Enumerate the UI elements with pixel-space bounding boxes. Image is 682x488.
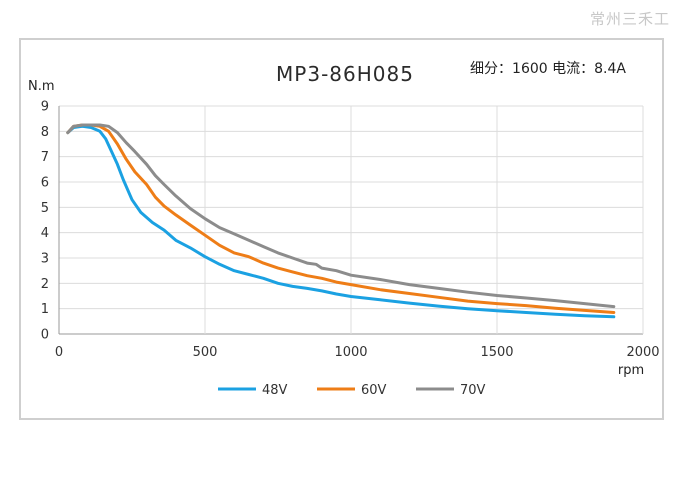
legend-label-60v: 60V	[361, 383, 387, 398]
y-tick-label: 6	[41, 176, 49, 191]
y-tick-label: 9	[41, 100, 49, 115]
series-line-70v	[66, 123, 616, 309]
x-tick-label: 500	[193, 345, 218, 360]
chart-subtitle: 细分：1600 电流：8.4A	[470, 61, 626, 77]
x-tick-label: 0	[55, 345, 63, 360]
watermark-text: 常州三禾工	[589, 10, 670, 28]
y-axis-label: N.m	[28, 79, 55, 94]
y-tick-label: 0	[41, 328, 49, 343]
y-tick-label: 7	[41, 150, 49, 165]
y-tick-label: 4	[41, 226, 49, 241]
x-axis-label: rpm	[618, 363, 644, 378]
y-tick-label: 8	[41, 125, 49, 140]
x-tick-label: 2000	[626, 345, 659, 360]
series-line-48v	[66, 124, 616, 319]
legend: 48V 60V 70V	[218, 383, 486, 398]
chart-frame	[19, 38, 664, 420]
x-tick-label: 1000	[334, 345, 367, 360]
series-line-60v	[66, 123, 616, 314]
y-tick-label: 2	[41, 277, 49, 292]
legend-label-70v: 70V	[460, 383, 486, 398]
series-lines	[66, 123, 616, 319]
y-tick-label: 3	[41, 252, 49, 267]
y-tick-label: 5	[41, 201, 49, 216]
legend-label-48v: 48V	[262, 383, 288, 398]
x-tick-label: 1500	[480, 345, 513, 360]
y-tick-label: 1	[41, 302, 49, 317]
chart-title: MP3-86H085	[276, 62, 414, 86]
tick-labels: 0 1 2 3 4 5 6 7 8 9 0 500 1000 1500 2000	[41, 100, 660, 361]
